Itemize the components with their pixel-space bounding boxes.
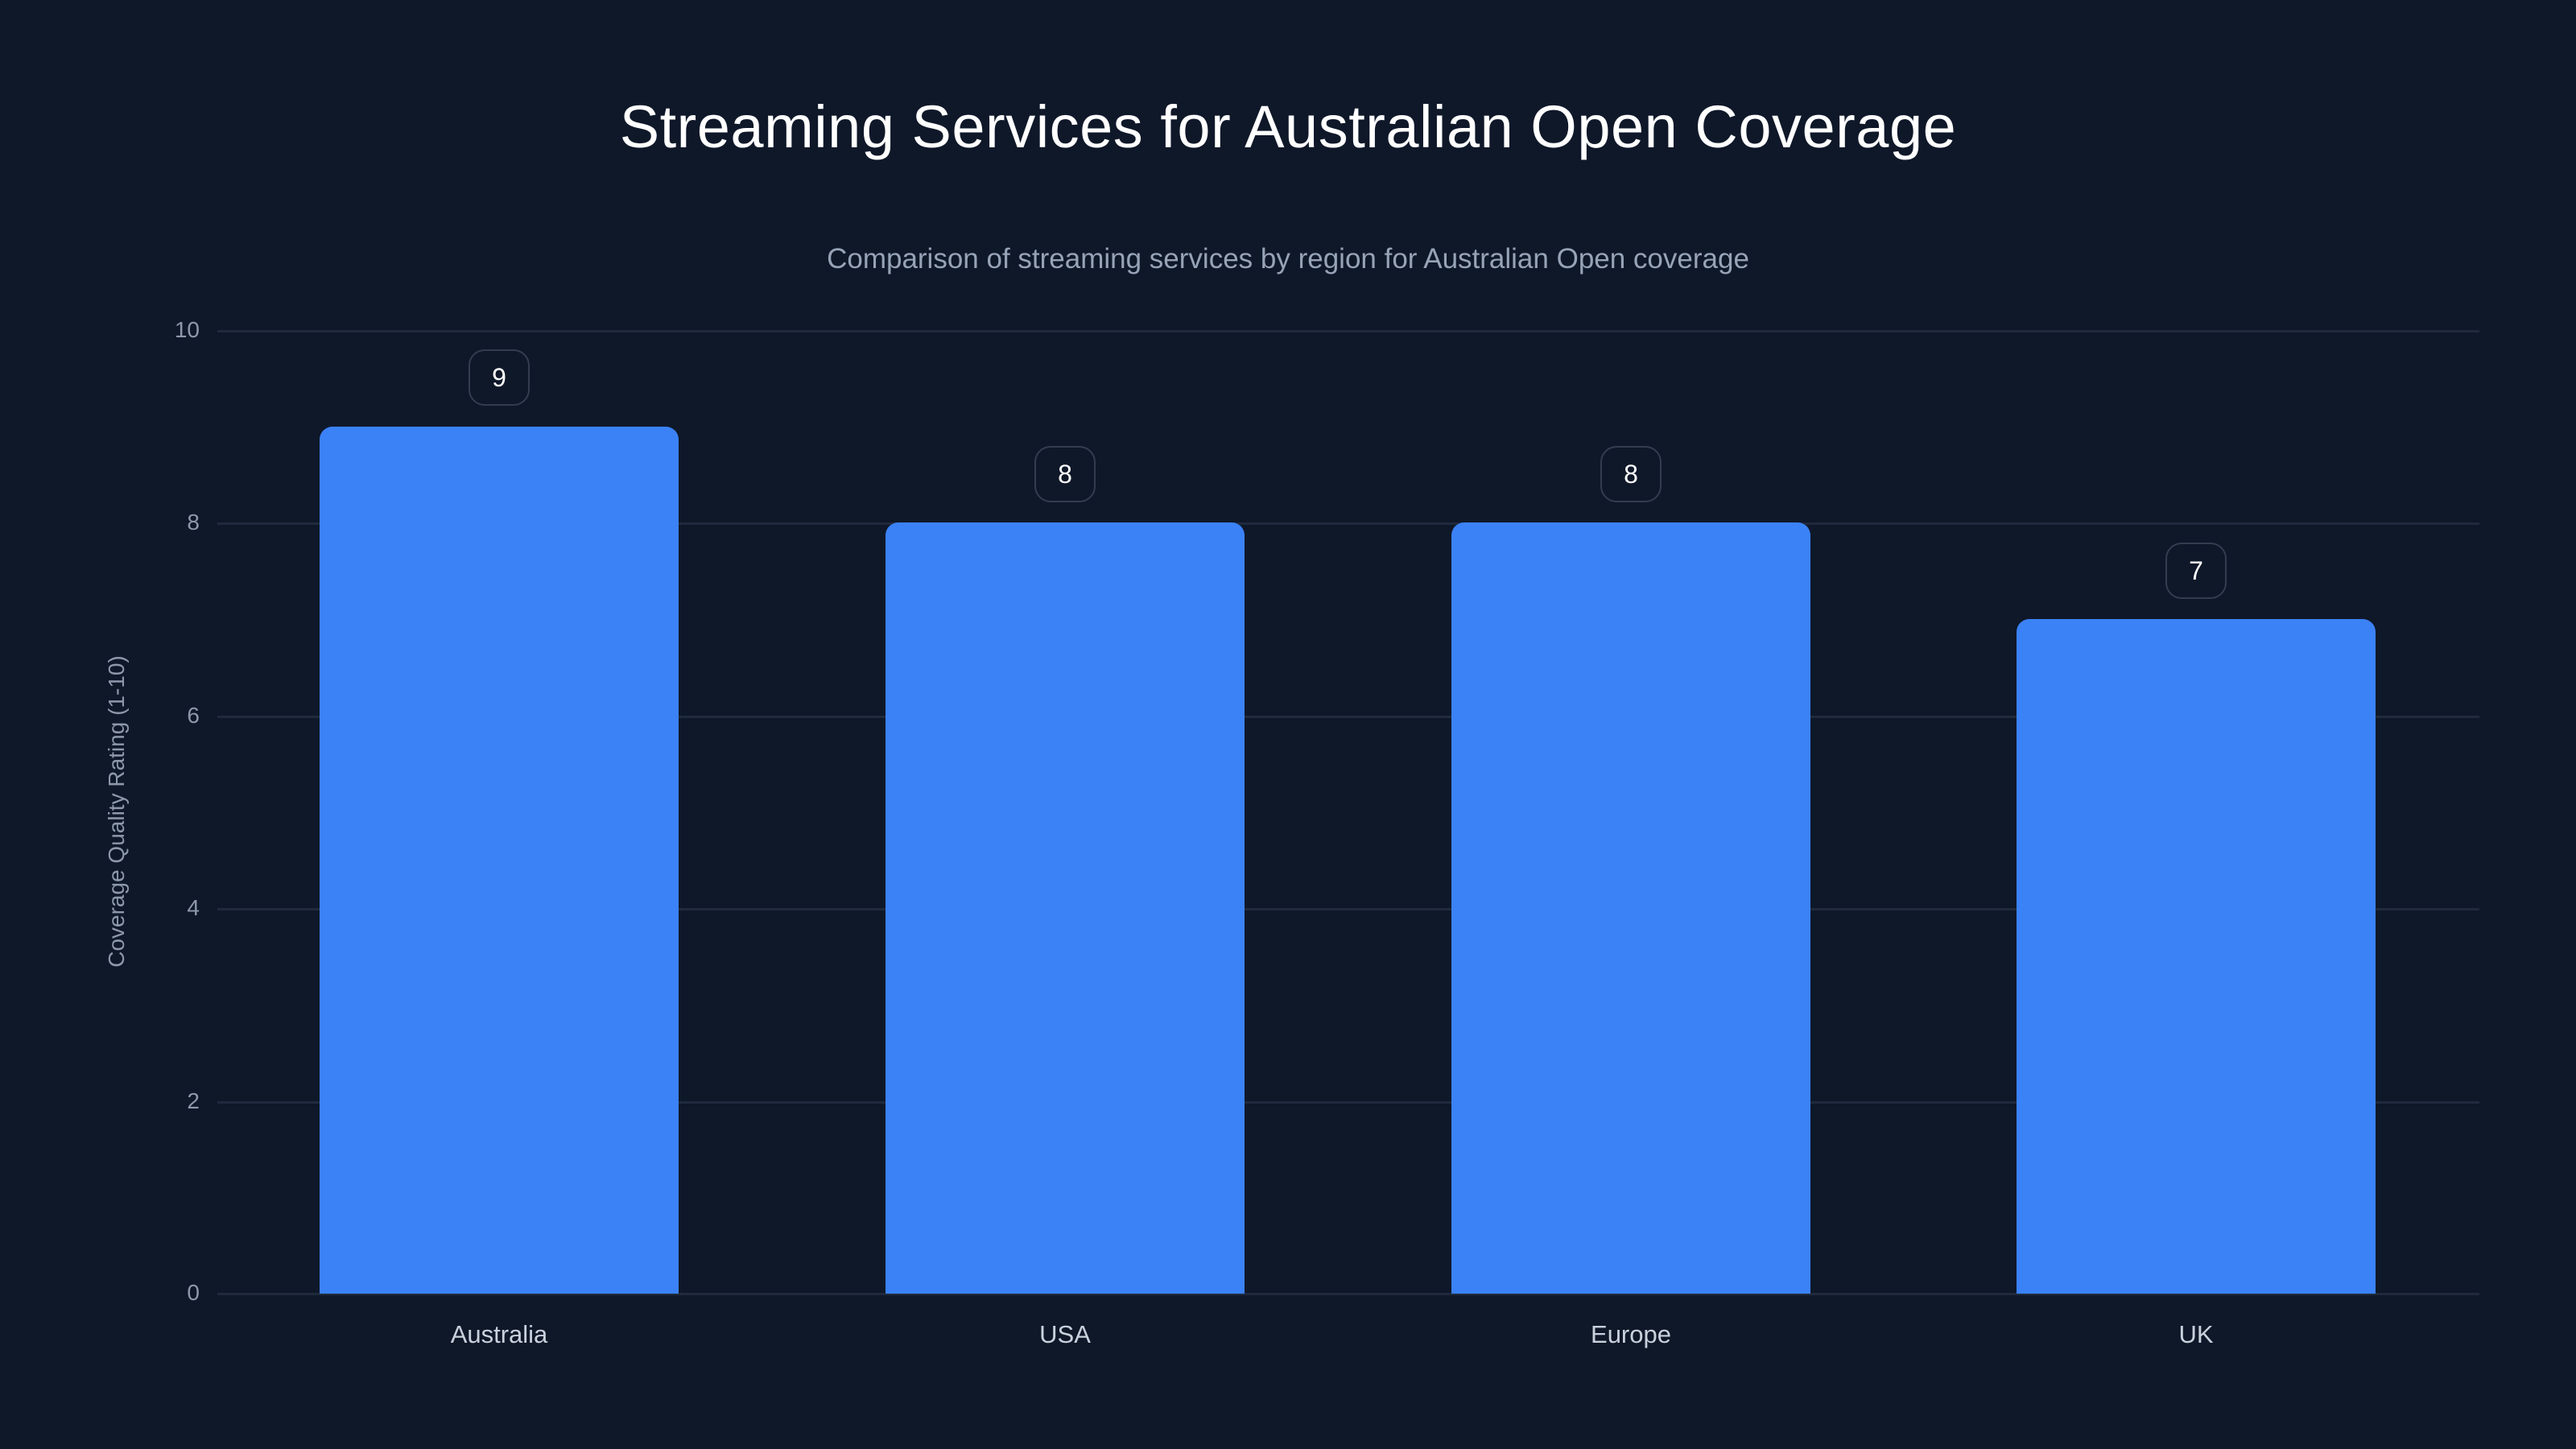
y-tick: 8 [187, 510, 200, 535]
gridline [217, 716, 2479, 718]
data-label-uk: 7 [2165, 543, 2227, 599]
x-tick-australia: Australia [450, 1320, 548, 1348]
bar-australia[interactable] [320, 427, 679, 1294]
x-tick-usa: USA [1039, 1320, 1091, 1348]
bar-uk[interactable] [2017, 619, 2376, 1294]
x-axis-baseline [217, 1293, 2479, 1295]
y-tick: 0 [187, 1280, 200, 1305]
gridline [217, 1101, 2479, 1104]
bar-europe[interactable] [1451, 522, 1810, 1294]
data-label-usa: 8 [1034, 446, 1096, 502]
y-tick: 6 [187, 703, 200, 728]
y-tick: 2 [187, 1088, 200, 1113]
gridline [217, 908, 2479, 910]
x-tick-uk: UK [2178, 1320, 2214, 1348]
plot-area: 10 8 6 4 2 0 9 Australia 8 USA 8 Europe … [175, 317, 2479, 1348]
bar-usa[interactable] [886, 522, 1245, 1294]
data-label-australia: 9 [469, 349, 530, 406]
gridline [217, 522, 2479, 525]
gridline [217, 330, 2479, 332]
data-label-europe: 8 [1600, 446, 1662, 502]
chart-title: Streaming Services for Australian Open C… [619, 93, 1957, 160]
y-tick: 4 [187, 895, 200, 920]
chart-subtitle: Comparison of streaming services by regi… [827, 243, 1749, 275]
y-tick: 10 [174, 317, 200, 342]
x-tick-europe: Europe [1591, 1320, 1671, 1348]
